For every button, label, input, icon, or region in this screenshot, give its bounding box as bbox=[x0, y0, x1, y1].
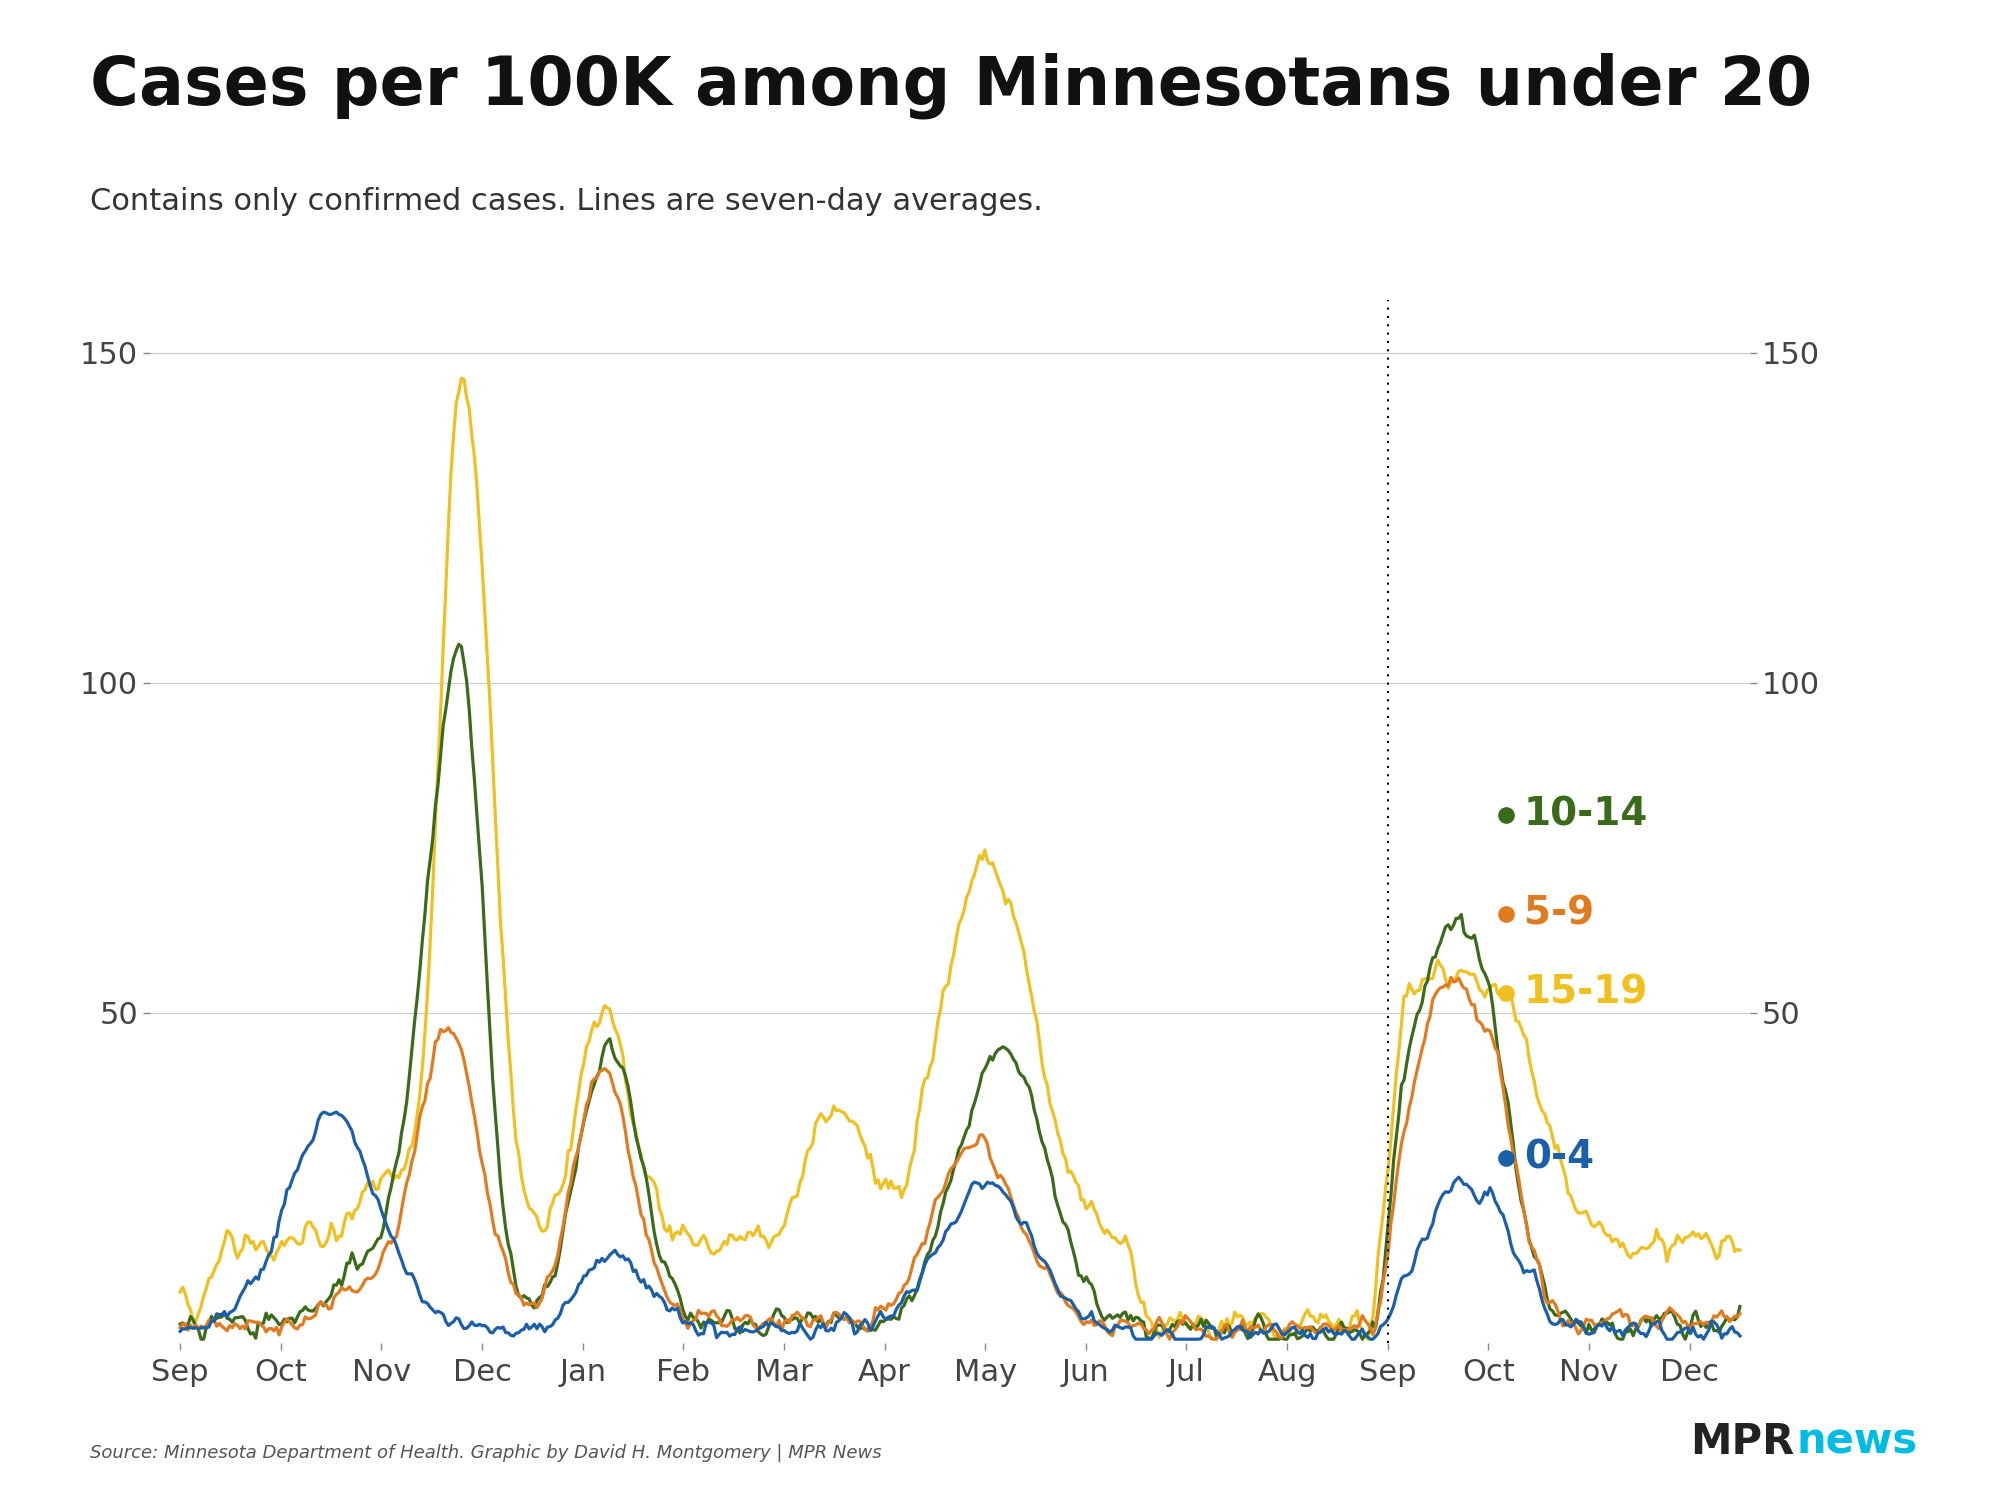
Text: 0-4: 0-4 bbox=[1524, 1138, 1594, 1178]
Text: 15-19: 15-19 bbox=[1524, 974, 1648, 1012]
Text: 5-9: 5-9 bbox=[1524, 894, 1594, 933]
Text: Cases per 100K among Minnesotans under 20: Cases per 100K among Minnesotans under 2… bbox=[90, 53, 1812, 118]
Text: Source: Minnesota Department of Health. Graphic by David H. Montgomery | MPR New: Source: Minnesota Department of Health. … bbox=[90, 1444, 882, 1462]
Text: MPR: MPR bbox=[1690, 1420, 1794, 1462]
Text: news: news bbox=[1796, 1420, 1918, 1462]
Text: Contains only confirmed cases. Lines are seven-day averages.: Contains only confirmed cases. Lines are… bbox=[90, 188, 1042, 216]
Text: 10-14: 10-14 bbox=[1524, 795, 1648, 834]
